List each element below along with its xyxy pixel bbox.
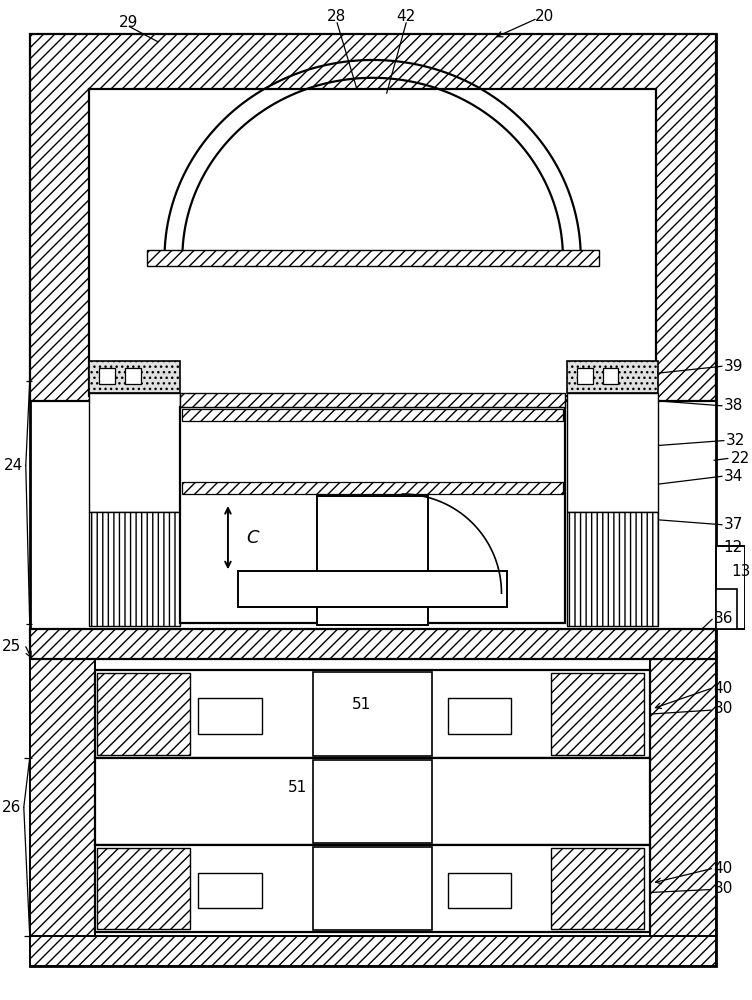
Bar [89,512,180,626]
Bar [650,659,716,966]
Bar [147,250,599,266]
Text: 34: 34 [723,469,743,484]
Bar [125,368,141,384]
Text: 26: 26 [2,800,22,815]
Bar [30,936,716,966]
Bar [577,368,593,384]
Bar [567,361,658,393]
Text: 37: 37 [723,517,743,532]
Text: 24: 24 [5,458,23,473]
Bar [199,873,262,908]
Bar [567,393,658,512]
Text: 13: 13 [732,564,750,579]
Bar [180,407,565,623]
Text: 38: 38 [723,398,743,413]
Bar [96,758,650,845]
Text: 20: 20 [535,9,554,24]
Bar [313,672,432,756]
Bar [238,571,508,607]
Bar [89,361,180,393]
Bar [567,512,658,626]
Text: 30: 30 [714,881,733,896]
Text: 51: 51 [352,697,371,712]
Bar [551,673,644,755]
Bar [89,393,180,512]
Bar [317,496,428,625]
Text: 25: 25 [2,639,22,654]
Bar [199,698,262,734]
Text: 12: 12 [723,540,743,555]
Bar [448,873,511,908]
Bar [97,673,190,755]
Text: 36: 36 [714,611,733,626]
Text: 32: 32 [726,433,744,448]
Bar [30,34,716,401]
Text: 51: 51 [287,780,307,795]
Bar [716,589,738,629]
Text: C: C [246,529,259,547]
Text: 42: 42 [397,9,416,24]
Bar [602,368,618,384]
Text: 28: 28 [327,9,347,24]
Bar [182,409,563,421]
Bar [99,368,115,384]
Bar [180,393,565,407]
Text: 39: 39 [723,359,743,374]
Bar [448,698,511,734]
Text: 22: 22 [730,451,750,466]
Bar [96,845,650,932]
Bar [30,659,96,966]
Bar [30,629,716,659]
Bar [313,847,432,930]
Bar [182,482,563,494]
Bar [96,670,650,758]
Bar [313,760,432,843]
Text: 40: 40 [714,861,732,876]
Bar [551,848,644,929]
Text: 40: 40 [714,681,732,696]
Bar [89,89,656,396]
Bar [716,546,745,629]
Bar [97,848,190,929]
Text: 29: 29 [119,15,138,30]
Text: 30: 30 [714,701,733,716]
